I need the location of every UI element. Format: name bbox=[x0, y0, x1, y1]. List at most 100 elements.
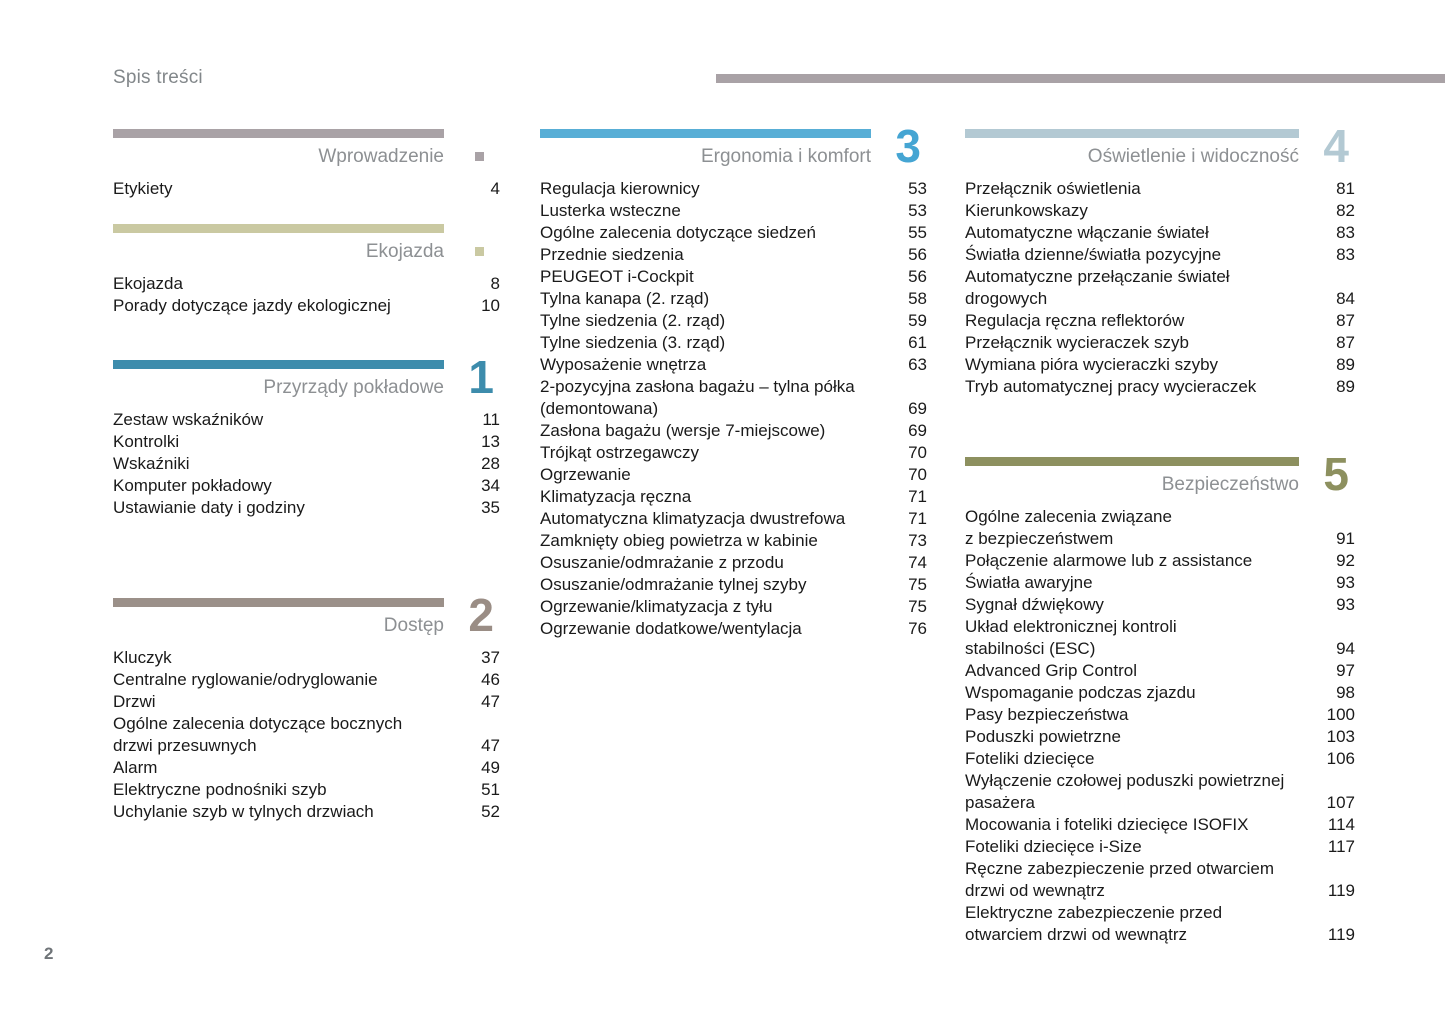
toc-item-page: 114 bbox=[1327, 815, 1355, 834]
toc-item-page: 71 bbox=[908, 509, 927, 528]
toc-item-page: 10 bbox=[481, 296, 500, 315]
toc-item: Komputer pokładowy 34 bbox=[113, 475, 500, 497]
toc-item-label: Sygnał dźwiękowy bbox=[965, 595, 1104, 614]
toc-item-label: Ustawianie daty i godziny bbox=[113, 498, 305, 517]
toc-item-page: 47 bbox=[481, 736, 500, 755]
toc-item-label: Osuszanie/odmrażanie tylnej szyby bbox=[540, 575, 807, 594]
toc-item: Etykiety 4 bbox=[113, 178, 500, 200]
header-rule bbox=[716, 74, 1445, 83]
toc-item-page: 69 bbox=[908, 399, 927, 418]
toc-item: Alarm 49 bbox=[113, 757, 500, 779]
toc-item-page: 74 bbox=[908, 553, 927, 572]
toc-item: Wyposażenie wnętrza 63 bbox=[540, 354, 927, 376]
toc-item: Tylne siedzenia (2. rząd) 59 bbox=[540, 310, 927, 332]
toc-item-page: 28 bbox=[481, 454, 500, 473]
toc-item-label: Automatyczne przełączanie świateł drogow… bbox=[965, 267, 1230, 308]
toc-item-label: Zasłona bagażu (wersje 7-miejscowe) bbox=[540, 421, 826, 440]
section-title: Oświetlenie i widoczność bbox=[1087, 146, 1299, 167]
toc-item-page: 34 bbox=[481, 476, 500, 495]
section-number: 1 bbox=[468, 351, 494, 403]
toc-item-page: 76 bbox=[908, 619, 927, 638]
toc-item-page: 93 bbox=[1336, 573, 1355, 592]
toc-item-label: Kontrolki bbox=[113, 432, 180, 451]
toc-item-label: Ręczne zabezpieczenie przed otwarciem dr… bbox=[965, 859, 1274, 900]
section-square-marker bbox=[475, 152, 484, 161]
toc-item-page: 93 bbox=[1336, 595, 1355, 614]
toc-item-label: Światła awaryjne bbox=[965, 573, 1093, 592]
toc-item-page: 69 bbox=[908, 421, 927, 440]
toc-item: Poduszki powietrzne 103 bbox=[965, 726, 1355, 748]
toc-item-page: 82 bbox=[1336, 201, 1355, 220]
section-number: 4 bbox=[1323, 120, 1349, 172]
toc-item: Centralne ryglowanie/odryglowanie 46 bbox=[113, 669, 500, 691]
toc-item-label: Etykiety bbox=[113, 179, 173, 198]
toc-item: Ogólne zalecenia dotyczące siedzeń 55 bbox=[540, 222, 927, 244]
toc-item: Ogólne zalecenia dotyczące bocznych drzw… bbox=[113, 713, 500, 757]
toc-item-page: 70 bbox=[908, 465, 927, 484]
section-lighting-visibility: 4 Oświetlenie i widoczność Przełącznik o… bbox=[965, 123, 1355, 398]
toc-item: Elektryczne podnośniki szyb 51 bbox=[113, 779, 500, 801]
section-safety: 5 Bezpieczeństwo Ogólne zalecenia związa… bbox=[965, 451, 1355, 946]
toc-item-label: Drzwi bbox=[113, 692, 156, 711]
section-title: Ergonomia i komfort bbox=[700, 146, 871, 167]
toc-item-label: Układ elektronicznej kontroli stabilnośc… bbox=[965, 617, 1177, 658]
toc-item-label: Zamknięty obieg powietrza w kabinie bbox=[540, 531, 818, 550]
section-bar bbox=[540, 129, 871, 138]
toc-item: Automatyczne przełączanie świateł drogow… bbox=[965, 266, 1355, 310]
toc-item-label: Kierunkowskazy bbox=[965, 201, 1088, 220]
toc-item-page: 89 bbox=[1336, 355, 1355, 374]
toc-item-page: 37 bbox=[481, 648, 500, 667]
section-title: Bezpieczeństwo bbox=[1161, 474, 1299, 495]
section-number: 3 bbox=[895, 120, 921, 172]
toc-item: Mocowania i foteliki dziecięce ISOFIX 114 bbox=[965, 814, 1355, 836]
toc-item: Ogólne zalecenia związane z bezpieczeńst… bbox=[965, 506, 1355, 550]
toc-item-label: Elektryczne podnośniki szyb bbox=[113, 780, 327, 799]
toc-item-label: Przełącznik wycieraczek szyb bbox=[965, 333, 1189, 352]
toc-item-label: Ogrzewanie dodatkowe/wentylacja bbox=[540, 619, 802, 638]
toc-item-page: 89 bbox=[1336, 377, 1355, 396]
toc-item-page: 75 bbox=[908, 575, 927, 594]
section-items: Etykiety 4 bbox=[113, 178, 500, 200]
toc-item-label: Mocowania i foteliki dziecięce ISOFIX bbox=[965, 815, 1249, 834]
toc-item-label: Poduszki powietrzne bbox=[965, 727, 1121, 746]
section-eco-driving: Ekojazda Ekojazda 8 Porady dotyczące jazdy… bbox=[113, 224, 500, 317]
toc-item: Foteliki dziecięce 106 bbox=[965, 748, 1355, 770]
toc-item-label: Wyłączenie czołowej poduszki powietrznej… bbox=[965, 771, 1285, 812]
section-bar bbox=[113, 598, 444, 607]
section-title: Ekojazda bbox=[365, 241, 444, 262]
section-items: Przełącznik oświetlenia 81 Kierunkowskazy 8… bbox=[965, 178, 1355, 398]
section-bar bbox=[113, 360, 444, 369]
toc-item: Regulacja kierownicy 53 bbox=[540, 178, 927, 200]
toc-item: Osuszanie/odmrażanie tylnej szyby 75 bbox=[540, 574, 927, 596]
toc-item-page: 13 bbox=[481, 432, 500, 451]
toc-item: Wskaźniki 28 bbox=[113, 453, 500, 475]
toc-item: Ręczne zabezpieczenie przed otwarciem dr… bbox=[965, 858, 1355, 902]
toc-item: Tylne siedzenia (3. rząd) 61 bbox=[540, 332, 927, 354]
toc-item-page: 71 bbox=[908, 487, 927, 506]
section-title: Przyrządy pokładowe bbox=[263, 377, 444, 398]
toc-item-page: 87 bbox=[1336, 333, 1355, 352]
toc-item-page: 46 bbox=[481, 670, 500, 689]
toc-item-label: Elektryczne zabezpieczenie przed otwarci… bbox=[965, 903, 1223, 944]
toc-item-label: Połączenie alarmowe lub z assistance bbox=[965, 551, 1253, 570]
toc-item-page: 35 bbox=[481, 498, 500, 517]
toc-item-label: Przednie siedzenia bbox=[540, 245, 684, 264]
toc-item: Tylna kanapa (2. rząd) 58 bbox=[540, 288, 927, 310]
toc-item: Foteliki dziecięce i-Size 117 bbox=[965, 836, 1355, 858]
toc-item: Wyłączenie czołowej poduszki powietrznej… bbox=[965, 770, 1355, 814]
toc-item: Kierunkowskazy 82 bbox=[965, 200, 1355, 222]
toc-item: Kontrolki 13 bbox=[113, 431, 500, 453]
toc-item-label: Foteliki dziecięce i-Size bbox=[965, 837, 1142, 856]
toc-item-label: Alarm bbox=[113, 758, 158, 777]
toc-item-label: Kluczyk bbox=[113, 648, 172, 667]
toc-item: Kluczyk 37 bbox=[113, 647, 500, 669]
toc-item-page: 92 bbox=[1336, 551, 1355, 570]
toc-item-label: Advanced Grip Control bbox=[965, 661, 1137, 680]
toc-item-label: Ogrzewanie bbox=[540, 465, 631, 484]
toc-item: Ogrzewanie dodatkowe/wentylacja 76 bbox=[540, 618, 927, 640]
toc-item-page: 70 bbox=[908, 443, 927, 462]
toc-item-label: Centralne ryglowanie/odryglowanie bbox=[113, 670, 378, 689]
toc-item-page: 53 bbox=[908, 179, 927, 198]
toc-item-label: Wyposażenie wnętrza bbox=[540, 355, 707, 374]
